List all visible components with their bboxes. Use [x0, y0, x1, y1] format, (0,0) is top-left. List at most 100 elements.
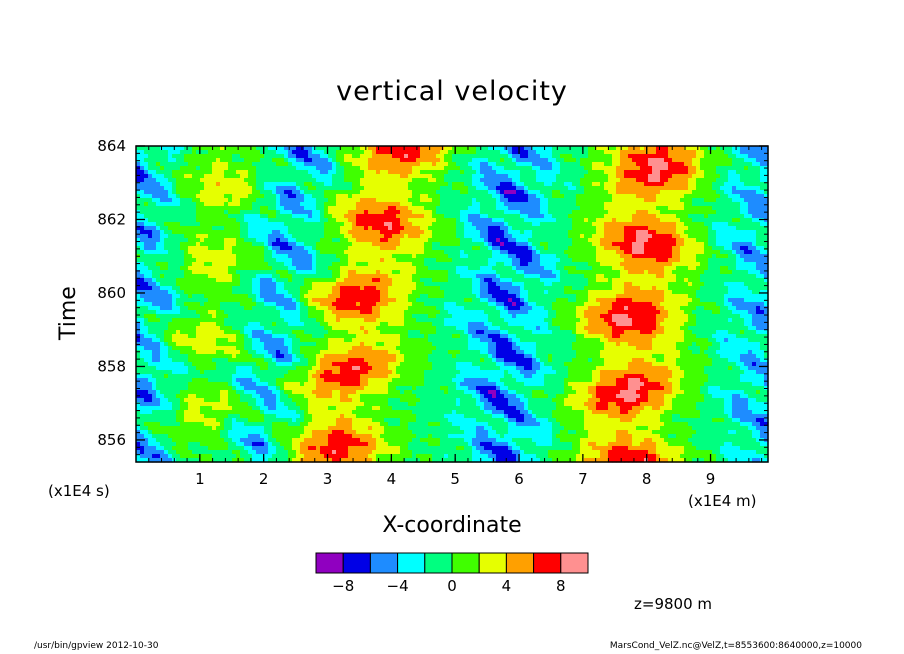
field-cell [520, 202, 525, 207]
field-cell [564, 198, 569, 203]
field-cell [736, 174, 741, 179]
field-cell [388, 218, 393, 223]
field-cell [684, 230, 689, 235]
field-cell [732, 158, 737, 163]
field-cell [580, 206, 585, 211]
field-cell [624, 238, 629, 243]
field-cell [536, 266, 541, 271]
field-cell [672, 198, 677, 203]
field-cell [144, 158, 149, 163]
field-cell [228, 250, 233, 255]
field-cell [496, 150, 501, 155]
field-cell [316, 226, 321, 231]
field-cell [500, 154, 505, 159]
field-cell [240, 158, 245, 163]
field-cell [420, 150, 425, 155]
field-cell [208, 150, 213, 155]
field-cell [348, 194, 353, 199]
field-cell [680, 230, 685, 235]
field-cell [476, 226, 481, 231]
field-cell [688, 226, 693, 231]
field-cell [344, 166, 349, 171]
field-cell [560, 250, 565, 255]
field-cell [580, 190, 585, 195]
field-cell [160, 166, 165, 171]
field-cell [184, 230, 189, 235]
field-cell [224, 218, 229, 223]
field-cell [212, 194, 217, 199]
field-cell [604, 158, 609, 163]
field-cell [176, 210, 181, 215]
field-cell [428, 206, 433, 211]
field-cell [408, 246, 413, 251]
field-cell [176, 154, 181, 159]
field-cell [552, 214, 557, 219]
field-cell [568, 194, 573, 199]
field-cell [480, 218, 485, 223]
field-cell [172, 262, 177, 267]
field-cell [276, 150, 281, 155]
field-cell [664, 194, 669, 199]
field-cell [340, 174, 345, 179]
field-cell [684, 178, 689, 183]
field-cell [156, 218, 161, 223]
field-cell [580, 186, 585, 191]
field-cell [428, 182, 433, 187]
field-cell [168, 214, 173, 219]
field-cell [492, 270, 497, 275]
field-cell [216, 238, 221, 243]
field-cell [596, 242, 601, 247]
field-cell [316, 154, 321, 159]
field-cell [208, 166, 213, 171]
field-cell [464, 158, 469, 163]
field-cell [448, 206, 453, 211]
field-cell [316, 150, 321, 155]
field-cell [724, 218, 729, 223]
field-cell [444, 234, 449, 239]
field-cell [632, 166, 637, 171]
field-cell [504, 206, 509, 211]
field-cell [204, 146, 209, 151]
field-cell [328, 218, 333, 223]
field-cell [260, 230, 265, 235]
field-cell [268, 158, 273, 163]
field-cell [464, 226, 469, 231]
field-cell [632, 250, 637, 255]
field-cell [620, 238, 625, 243]
field-cell [156, 146, 161, 151]
field-cell [364, 258, 369, 263]
field-cell [748, 202, 753, 207]
field-cell [572, 146, 577, 151]
field-cell [176, 162, 181, 167]
field-cell [436, 150, 441, 155]
field-cell [200, 146, 205, 151]
field-cell [136, 150, 141, 155]
field-cell [440, 262, 445, 267]
field-cell [736, 190, 741, 195]
field-cell [664, 182, 669, 187]
field-cell [236, 158, 241, 163]
field-cell [432, 246, 437, 251]
field-cell [516, 202, 521, 207]
field-cell [492, 246, 497, 251]
field-cell [616, 214, 621, 219]
field-cell [324, 206, 329, 211]
field-cell [576, 218, 581, 223]
field-cell [152, 154, 157, 159]
field-cell [756, 214, 761, 219]
field-cell [348, 230, 353, 235]
field-cell [368, 158, 373, 163]
field-cell [152, 174, 157, 179]
field-cell [652, 206, 657, 211]
field-cell [348, 158, 353, 163]
field-cell [712, 238, 717, 243]
field-cell [148, 166, 153, 171]
field-cell [288, 214, 293, 219]
field-cell [396, 162, 401, 167]
field-cell [508, 242, 513, 247]
field-cell [188, 218, 193, 223]
field-cell [532, 162, 537, 167]
field-cell [648, 250, 653, 255]
field-cell [252, 254, 257, 259]
field-cell [600, 206, 605, 211]
